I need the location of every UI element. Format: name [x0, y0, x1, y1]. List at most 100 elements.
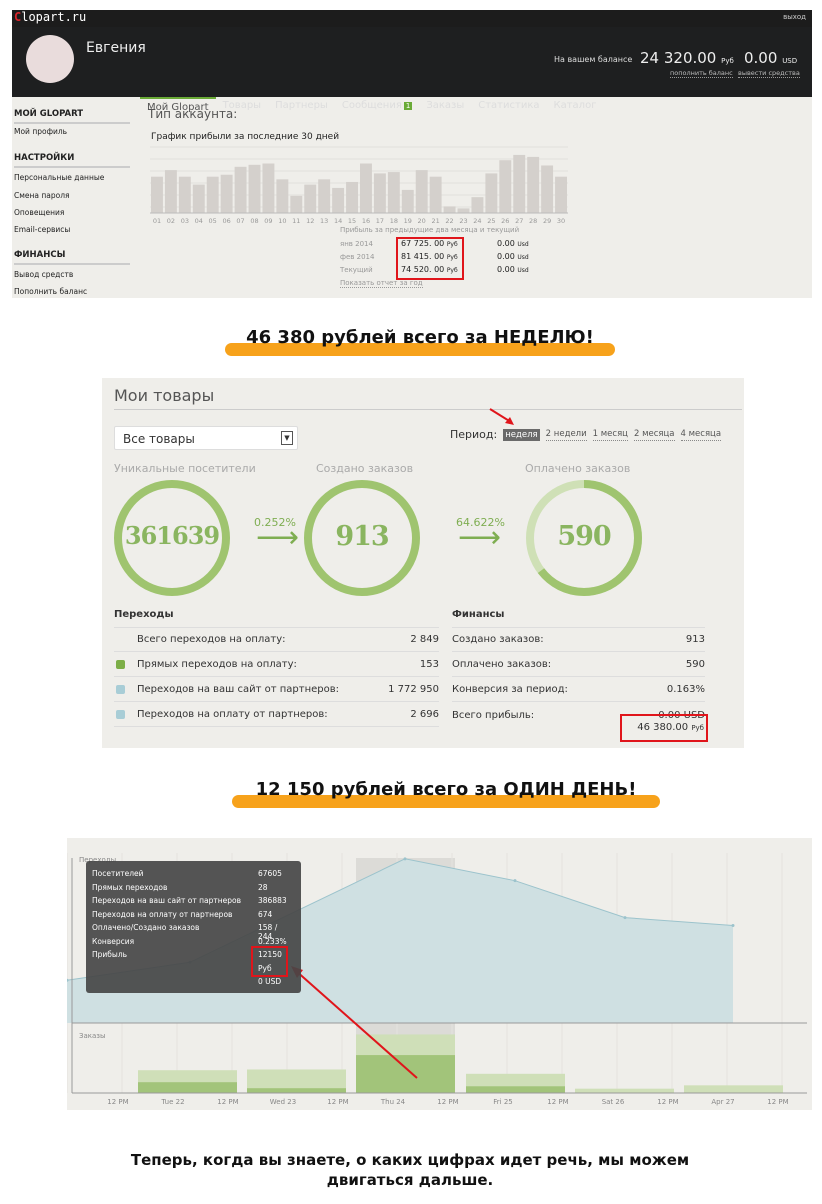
product-select[interactable]: Все товары ▼: [114, 426, 298, 450]
balance-rub: 24 320.00 Руб пополнить баланс: [640, 49, 734, 78]
profit-bar[interactable]: [401, 189, 414, 213]
sidebar-item[interactable]: Пополнить баланс: [14, 287, 88, 296]
withdraw-link[interactable]: вывести средства: [738, 69, 800, 78]
period-option[interactable]: 2 месяца: [633, 428, 675, 441]
profit-bar[interactable]: [346, 181, 358, 213]
sidebar-item[interactable]: Мой профиль: [14, 127, 68, 136]
period-option[interactable]: 4 месяца: [680, 428, 722, 441]
x-tick-label: 07: [236, 217, 244, 225]
period-option[interactable]: 1 месяц: [592, 428, 628, 441]
sidebar-item[interactable]: Смена пароля: [14, 191, 70, 200]
profit-bar[interactable]: [471, 197, 484, 213]
tooltip-row: Конверсия 0.233%: [92, 937, 292, 946]
year-report-link[interactable]: Показать отчет за год: [340, 279, 423, 288]
profit-usd-value: 0.00: [497, 252, 515, 261]
profit-bar[interactable]: [415, 170, 428, 213]
sidebar-item[interactable]: Вывод средств: [14, 270, 74, 279]
profit-rub: 81 415. 00 Руб: [401, 252, 458, 261]
sidebar-item[interactable]: Email-сервисы: [14, 225, 71, 234]
data-point[interactable]: [623, 916, 627, 920]
x-tick-label: 06: [222, 217, 230, 225]
data-point[interactable]: [67, 978, 69, 982]
x-tick-label: 13: [320, 217, 328, 225]
profit-bar[interactable]: [541, 165, 554, 213]
profit-usd: 0.00 Usd: [497, 265, 529, 274]
profit-usd-value: 0.00: [497, 239, 515, 248]
profit-bar[interactable]: [360, 163, 372, 214]
orders-bar[interactable]: [684, 1085, 783, 1093]
logo[interactable]: Clopart.ru: [14, 10, 87, 24]
chevron-down-icon[interactable]: ▼: [281, 431, 293, 445]
x-tick-label: 28: [529, 217, 537, 225]
profit-bar[interactable]: [234, 166, 247, 213]
profit-table-title: Прибыль за предыдущие два месяца и текущ…: [340, 226, 520, 234]
funnel-rings: [114, 480, 642, 596]
profit-bar[interactable]: [192, 184, 205, 213]
glopart-dashboard-screenshot: Clopart.ru выход Евгения На вашем баланс…: [12, 10, 812, 298]
account-type-title: Тип аккаунта:: [148, 107, 238, 121]
profit-bar[interactable]: [290, 195, 303, 213]
profit-bar[interactable]: [206, 176, 219, 213]
profit-bar[interactable]: [304, 184, 317, 213]
y-axis-label: Переходы: [79, 856, 116, 864]
data-point[interactable]: [403, 857, 407, 861]
orders-bar[interactable]: [356, 1055, 455, 1093]
profit-bar[interactable]: [429, 176, 442, 213]
period-label: Текущий: [340, 266, 373, 274]
profit-bar[interactable]: [443, 206, 456, 213]
usd-unit: USD: [782, 57, 798, 65]
sidebar-heading: МОЙ GLOPART: [14, 109, 130, 124]
orders-bar[interactable]: [247, 1069, 346, 1093]
tab-3[interactable]: Сообщения 1: [335, 97, 419, 115]
user-name: Евгения: [86, 40, 146, 56]
transitions-heading: Переходы: [114, 606, 439, 628]
data-point[interactable]: [731, 923, 735, 927]
orders-bar[interactable]: [575, 1088, 674, 1093]
tab-0[interactable]: Мой Glopart: [140, 97, 216, 115]
tab-2[interactable]: Партнеры: [268, 97, 335, 115]
profit-bar[interactable]: [373, 173, 386, 213]
profit-bar[interactable]: [178, 176, 191, 213]
tab-label: Партнеры: [275, 100, 328, 111]
tab-6[interactable]: Каталог: [547, 97, 604, 115]
period-option[interactable]: 2 недели: [545, 428, 587, 441]
profit-bar[interactable]: [457, 208, 470, 213]
logout-link[interactable]: выход: [783, 13, 806, 21]
funnel-value: 590: [557, 521, 611, 552]
x-tick-label: 01: [153, 217, 161, 225]
profit-bar[interactable]: [555, 176, 567, 213]
topup-link[interactable]: пополнить баланс: [670, 69, 733, 78]
profit-usd: 0.00 Usd: [497, 239, 529, 248]
tooltip-row: Переходов на ваш сайт от партнеров 386883: [92, 896, 292, 905]
period-option[interactable]: неделя: [503, 428, 540, 441]
tooltip-row: Посетителей 67605: [92, 869, 292, 878]
orders-bar[interactable]: [466, 1086, 565, 1093]
profit-bar[interactable]: [318, 179, 331, 213]
profit-rub: 67 725. 00 Руб: [401, 239, 458, 248]
profit-bar[interactable]: [220, 174, 233, 213]
profit-bar[interactable]: [262, 163, 275, 214]
profit-bar[interactable]: [387, 172, 400, 213]
avatar[interactable]: [26, 35, 74, 83]
x-tick-label: 15: [348, 217, 356, 225]
sidebar-item[interactable]: Оповещения: [14, 208, 65, 217]
period-label: Период:: [450, 428, 498, 441]
profit-bar[interactable]: [276, 179, 289, 213]
orders-bar[interactable]: [138, 1082, 237, 1093]
tab-4[interactable]: Заказы: [419, 97, 471, 115]
tab-1[interactable]: Товары: [216, 97, 269, 115]
x-tick-label: 12 PM: [767, 1098, 788, 1106]
profit-bar[interactable]: [485, 173, 498, 213]
orders-bar[interactable]: [247, 1088, 346, 1093]
profit-bar[interactable]: [248, 164, 261, 213]
profit-bar[interactable]: [151, 176, 163, 213]
data-point[interactable]: [513, 879, 517, 883]
profit-bar[interactable]: [513, 154, 526, 213]
funnel-value: 913: [335, 521, 389, 552]
profit-bar[interactable]: [332, 187, 345, 213]
sidebar-item[interactable]: Персональные данные: [14, 173, 105, 182]
profit-bar[interactable]: [499, 160, 512, 213]
profit-bar[interactable]: [164, 170, 177, 213]
profit-bar[interactable]: [527, 156, 540, 213]
tab-5[interactable]: Статистика: [471, 97, 546, 115]
